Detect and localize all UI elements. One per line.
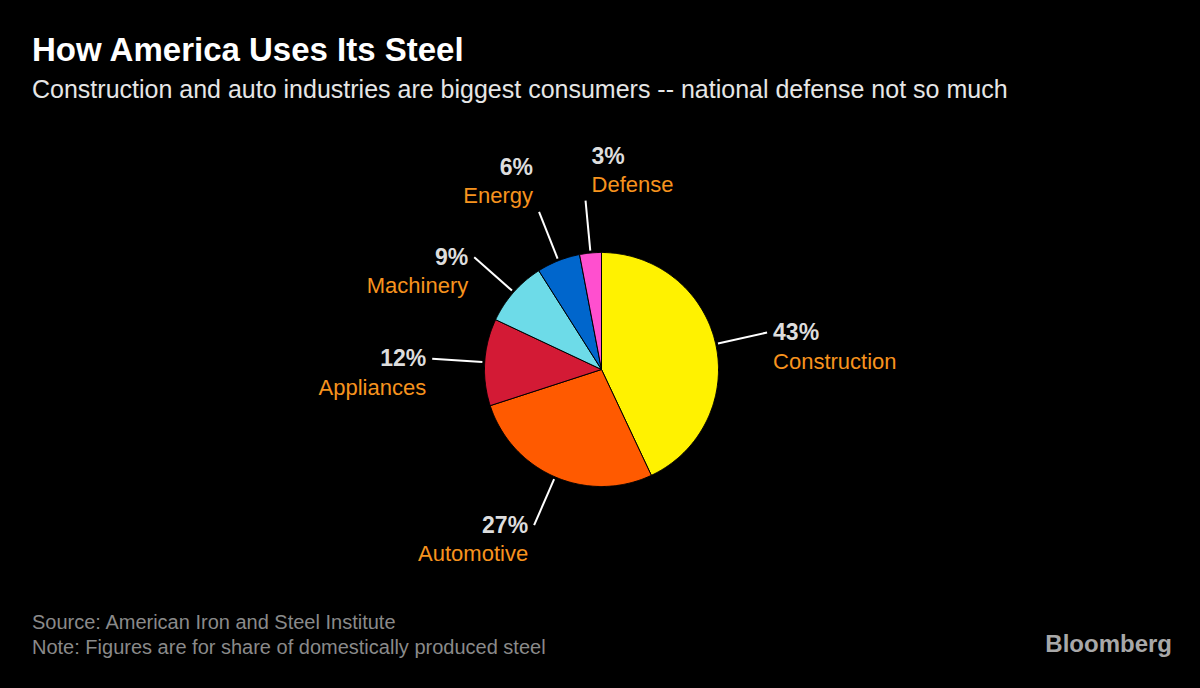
html-text:Bloomberg: Bloomberg <box>1045 630 1172 657</box>
svg-text:6%: 6% <box>500 154 533 180</box>
svg-text:43%: 43% <box>773 319 819 345</box>
html-text:Note: Figures are for share of: Note: Figures are for share of domestica… <box>32 636 546 658</box>
svg-text:Energy: Energy <box>463 183 533 208</box>
html-text:Source: American Iron and Stee: Source: American Iron and Steel Institut… <box>32 611 396 633</box>
html-text:How America Uses Its Steel: How America Uses Its Steel <box>32 31 464 68</box>
svg-text:27%: 27% <box>482 512 528 538</box>
svg-text:Appliances: Appliances <box>319 375 427 400</box>
svg-text:Construction: Construction <box>773 349 897 374</box>
svg-text:Defense: Defense <box>592 172 674 197</box>
svg-text:9%: 9% <box>435 244 468 270</box>
svg-text:Machinery: Machinery <box>367 273 468 298</box>
svg-text:Automotive: Automotive <box>418 541 528 566</box>
svg-text:12%: 12% <box>380 345 426 371</box>
svg-text:3%: 3% <box>592 143 625 169</box>
html-text:Construction and auto industri: Construction and auto industries are big… <box>32 75 1008 103</box>
